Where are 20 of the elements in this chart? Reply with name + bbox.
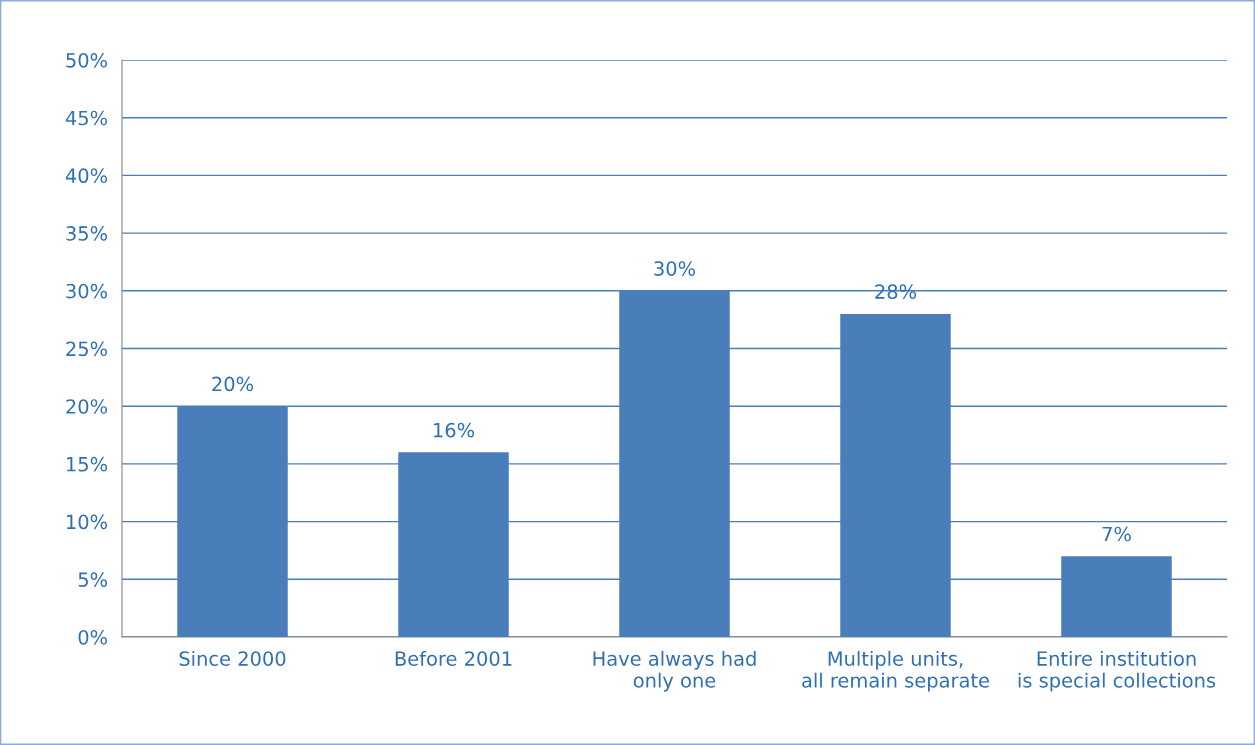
y-tick-label: 45% (65, 110, 108, 126)
data-label: 30% (654, 261, 696, 276)
x-tick-label: Have always had only one (593, 650, 756, 692)
y-tick-label: 50% (66, 52, 108, 68)
y-tick-label: 10% (67, 514, 108, 530)
y-tick-label: 40% (65, 168, 108, 184)
y-tick-label: 35% (66, 226, 108, 241)
x-tick-label: Multiple units, all remain separate (802, 650, 989, 692)
x-tick-label: Before 2001 (395, 650, 512, 666)
y-tick-label: 0% (78, 629, 108, 645)
y-tick-label: 20% (66, 399, 108, 414)
data-label: 7% (1102, 526, 1131, 542)
y-tick-label: 25% (66, 341, 108, 357)
x-tick-label: Entire institution is special collections (1018, 650, 1216, 692)
data-label: 16% (434, 422, 475, 438)
y-tick-label: 5% (78, 572, 108, 587)
data-label: 20% (212, 376, 254, 392)
x-tick-label: Since 2000 (179, 650, 286, 666)
y-tick-label: 15% (67, 456, 108, 472)
y-tick-label: 30% (66, 283, 108, 299)
